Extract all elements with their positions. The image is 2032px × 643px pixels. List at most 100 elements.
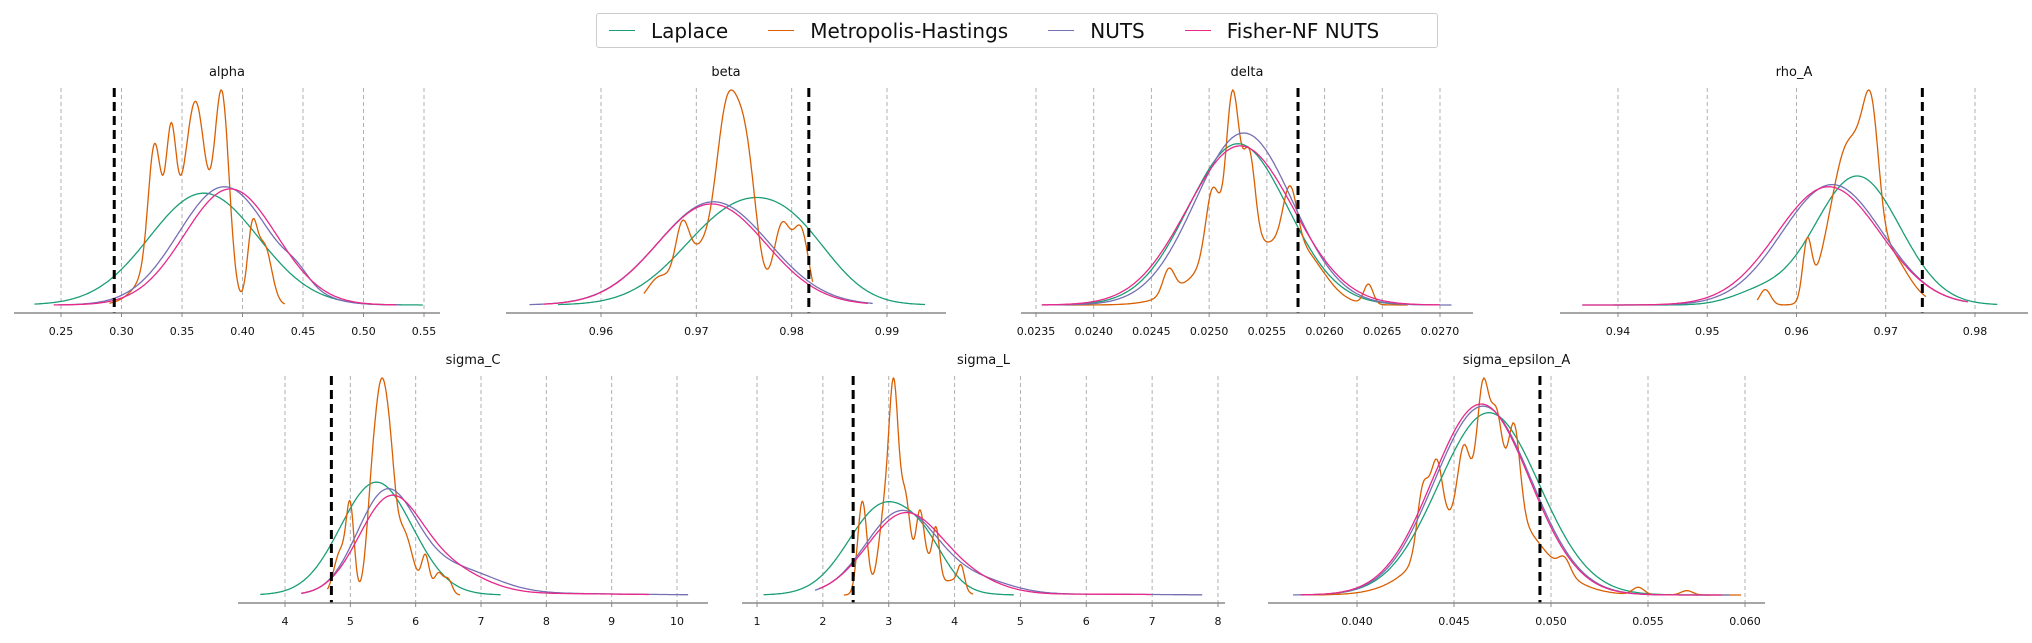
panel-title: sigma_epsilon_A [1463, 353, 1571, 368]
panel-beta: beta 0.96 0.97 0.98 0.99 [506, 65, 946, 338]
x-tick-label: 4 [951, 615, 958, 628]
density-curve-nuts [301, 488, 689, 596]
panel-title: delta [1231, 65, 1264, 80]
density-curve-laplace [1053, 143, 1400, 306]
panel-title: sigma_C [446, 353, 501, 368]
x-tick-label: 0.0265 [1363, 325, 1402, 338]
density-curve-metropolis-hastings [109, 89, 286, 305]
density-curve-nuts [1582, 183, 1965, 306]
density-curve-fisher-nf-nuts [301, 494, 649, 596]
legend-line-fisher-nf-nuts [1184, 30, 1211, 31]
x-tick-label: 0.50 [351, 325, 376, 338]
legend-line-nuts [1048, 30, 1075, 31]
density-curve-metropolis-hastings [643, 89, 814, 294]
density-curve-metropolis-hastings [843, 376, 974, 596]
x-tick-label: 0.0250 [1190, 325, 1229, 338]
density-curve-nuts [58, 186, 400, 306]
density-curve-nuts [529, 201, 873, 306]
density-curve-laplace [34, 192, 423, 306]
x-tick-label: 1 [754, 615, 761, 628]
panel-title: alpha [209, 65, 245, 80]
x-tick-label: 0.0270 [1421, 325, 1460, 338]
density-curve-laplace [260, 481, 501, 596]
density-curve-nuts [814, 509, 1203, 596]
x-tick-label: 4 [282, 615, 289, 628]
density-curve-fisher-nf-nuts [1582, 186, 1968, 306]
x-tick-label: 0.0255 [1248, 325, 1287, 338]
x-tick-label: 8 [1215, 615, 1222, 628]
x-tick-label: 2 [819, 615, 826, 628]
x-tick-label: 0.0260 [1305, 325, 1344, 338]
density-curve-fisher-nf-nuts [543, 203, 868, 305]
x-tick-label: 0.95 [1695, 325, 1720, 338]
density-curve-laplace [1306, 412, 1711, 596]
panel-delta: delta 0.0235 0.0240 0.0245 0.0250 0.0255 0.026… [1017, 65, 1473, 338]
x-tick-label: 6 [1083, 615, 1090, 628]
x-tick-label: 0.98 [1963, 325, 1988, 338]
density-curve-laplace [1613, 175, 1998, 306]
panel-sigma-l: sigma_L 1 2 3 4 5 6 7 8 [742, 353, 1225, 628]
x-tick-label: 0.060 [1729, 615, 1761, 628]
x-tick-label: 0.055 [1632, 615, 1664, 628]
x-tick-label: 7 [1149, 615, 1156, 628]
legend-item-laplace: Laplace [609, 19, 728, 43]
x-tick-label: 0.0240 [1074, 325, 1113, 338]
x-tick-label: 0.97 [684, 325, 709, 338]
density-curve-nuts [1293, 405, 1730, 596]
legend: Laplace Metropolis-Hastings NUTS Fisher-… [596, 13, 1438, 48]
x-tick-label: 0.045 [1438, 615, 1470, 628]
x-tick-label: 7 [478, 615, 485, 628]
density-curve-metropolis-hastings [1302, 376, 1742, 596]
panel-title: sigma_L [957, 353, 1011, 368]
density-curve-fisher-nf-nuts [1041, 145, 1440, 306]
x-tick-label: 6 [412, 615, 419, 628]
density-curve-metropolis-hastings [326, 377, 461, 596]
density-curve-fisher-nf-nuts [818, 511, 1151, 596]
legend-label: Fisher-NF NUTS [1226, 18, 1380, 43]
density-curve-metropolis-hastings [1064, 88, 1408, 306]
panel-alpha: alpha 0.25 0.30 0.35 0.40 0.45 0.50 0.55 [14, 65, 440, 338]
x-tick-label: 0.94 [1606, 325, 1631, 338]
x-tick-label: 0.40 [230, 325, 255, 338]
x-tick-label: 5 [347, 615, 354, 628]
x-tick-label: 0.96 [1784, 325, 1809, 338]
x-tick-label: 5 [1017, 615, 1024, 628]
x-tick-label: 0.040 [1341, 615, 1373, 628]
legend-item-nuts: NUTS [1048, 19, 1145, 43]
x-tick-label: 0.96 [589, 325, 614, 338]
x-tick-label: 0.99 [875, 325, 900, 338]
x-tick-label: 0.0245 [1132, 325, 1171, 338]
x-tick-label: 0.30 [109, 325, 134, 338]
x-tick-label: 0.25 [49, 325, 74, 338]
legend-item-metropolis-hastings: Metropolis-Hastings [768, 19, 1008, 43]
density-curve-laplace [558, 196, 926, 306]
panel-sigma-epsilon-a: sigma_epsilon_A 0.040 0.045 0.050 0.055 0.060 [1268, 353, 1765, 628]
x-tick-label: 0.0235 [1017, 325, 1056, 338]
x-tick-label: 3 [885, 615, 892, 628]
legend-label: Laplace [651, 18, 729, 43]
density-curve-laplace [763, 501, 1014, 596]
x-tick-label: 0.97 [1874, 325, 1899, 338]
legend-line-metropolis-hastings [768, 30, 795, 31]
density-curve-metropolis-hastings [1756, 89, 1927, 306]
legend-item-fisher-nf-nuts: Fisher-NF NUTS [1184, 18, 1380, 43]
density-curve-fisher-nf-nuts [1300, 403, 1722, 596]
panel-rho-a: rho_A 0.94 0.95 0.96 0.97 0.98 [1560, 65, 2028, 338]
panel-title: rho_A [1776, 65, 1813, 80]
panel-sigma-c: sigma_C 4 5 6 7 8 9 10 [238, 353, 708, 628]
x-tick-label: 0.98 [779, 325, 804, 338]
x-tick-label: 0.45 [291, 325, 316, 338]
density-curve-fisher-nf-nuts [53, 188, 397, 306]
panel-title: beta [711, 65, 740, 80]
x-tick-label: 0.050 [1535, 615, 1567, 628]
x-tick-label: 0.35 [170, 325, 195, 338]
x-tick-label: 0.55 [412, 325, 437, 338]
legend-label: Metropolis-Hastings [810, 18, 1009, 43]
x-tick-label: 9 [608, 615, 615, 628]
x-tick-label: 8 [543, 615, 550, 628]
x-tick-label: 10 [670, 615, 684, 628]
legend-line-laplace [609, 30, 635, 31]
density-curve-nuts [1041, 132, 1452, 306]
legend-label: NUTS [1090, 18, 1145, 43]
